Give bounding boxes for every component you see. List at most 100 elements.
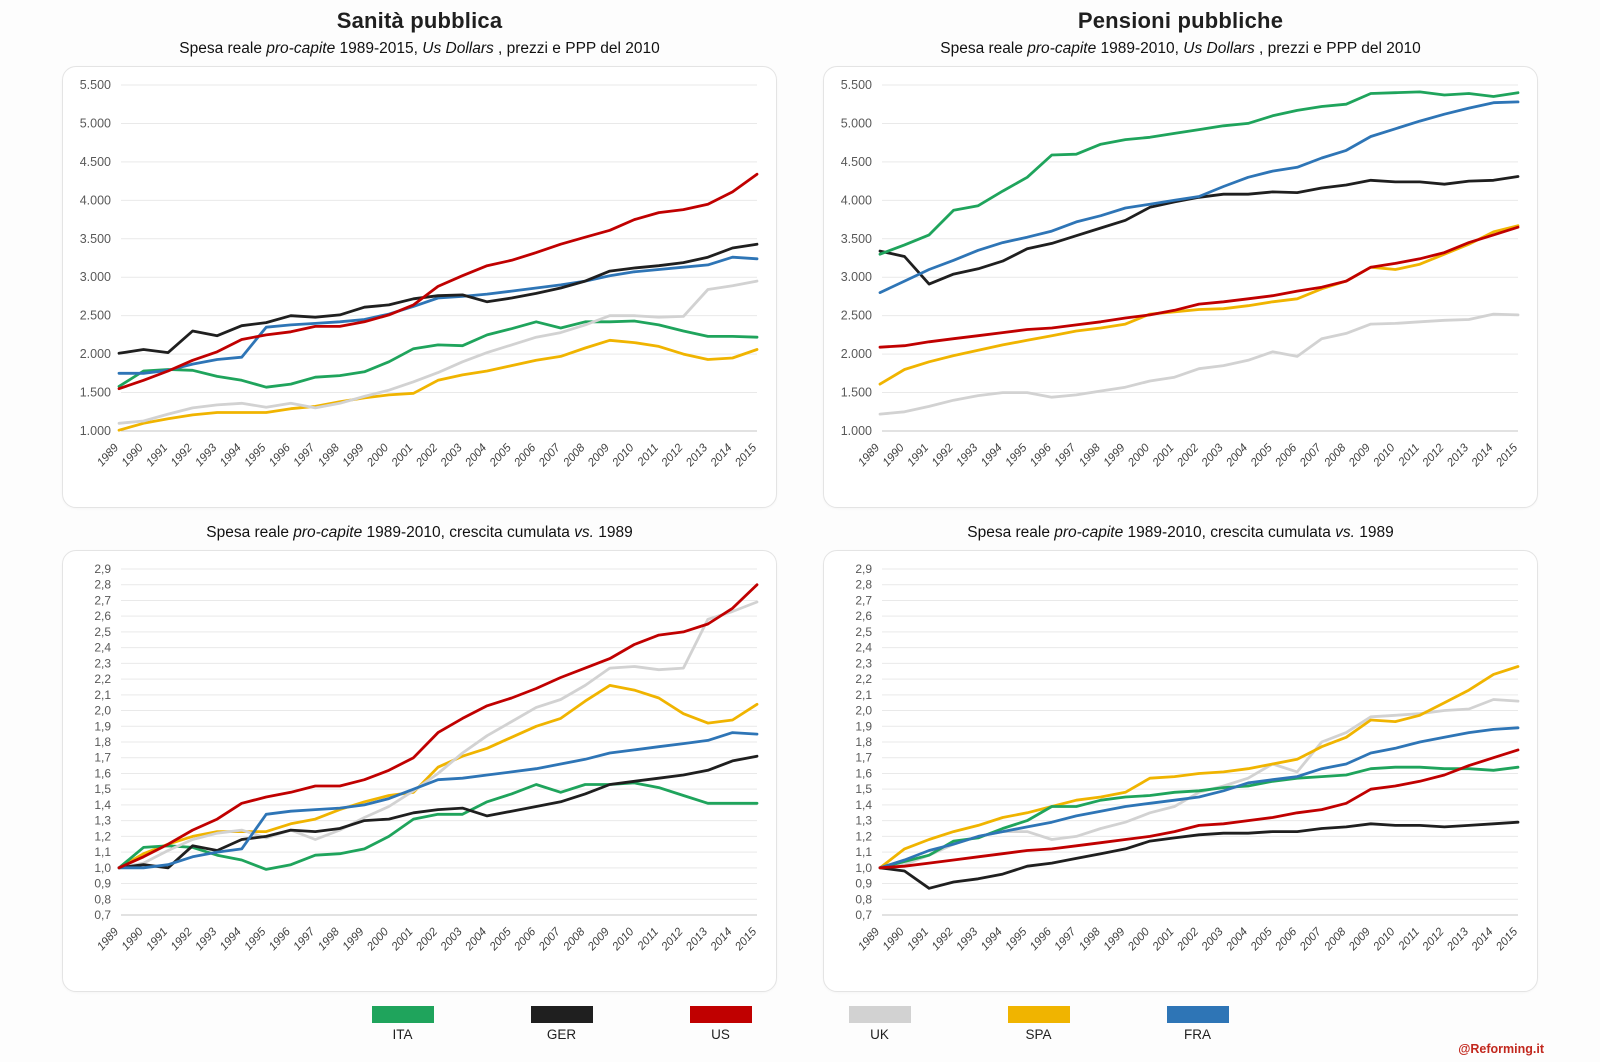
x-tick-label: 2004 (463, 926, 490, 954)
chart-subtitle-pensioni-crescita: Spesa reale pro-capite 1989-2010, cresci… (823, 508, 1538, 550)
x-tick-label: 2009 (585, 442, 612, 470)
y-tick-label: 2,6 (94, 609, 111, 623)
x-tick-label: 1998 (316, 442, 342, 469)
series-line-fra (878, 100, 1520, 295)
x-tick-label: 1995 (1003, 926, 1029, 953)
y-tick-label: 2,5 (94, 625, 111, 639)
chart-panel-sanita-crescita: 0,7 0,8 0,9 1,0 1,1 1,2 1,3 1,4 1,5 1,6 1,7 1,8 1,9 2… (62, 550, 777, 992)
y-tick-label: 1,8 (855, 735, 872, 749)
x-tick-label: 1993 (193, 926, 219, 953)
legend-swatch-spa (1007, 1006, 1070, 1023)
y-tick-label: 1,7 (94, 751, 111, 765)
subtitle-fragment: 1989-2010, crescita cumulata (362, 524, 575, 541)
y-tick-label: 5.500 (841, 78, 872, 92)
x-tick-label: 1998 (1077, 442, 1103, 469)
x-tick-label: 1992 (930, 442, 956, 469)
y-tick-label: 2,9 (94, 562, 111, 576)
y-tick-label: 2,1 (855, 688, 872, 702)
x-tick-label: 1999 (341, 442, 367, 469)
x-tick-label: 2015 (1494, 442, 1521, 470)
chart-subtitle-pensioni-livelli: Spesa reale pro-capite 1989-2010, Us Dol… (823, 38, 1538, 66)
y-tick-label: 2,9 (855, 562, 872, 576)
y-tick-label: 3.000 (80, 270, 111, 284)
x-tick-label: 2006 (512, 442, 539, 470)
x-tick-label: 1998 (1077, 926, 1103, 953)
x-tick-label: 2006 (1273, 926, 1300, 954)
chart-panel-pensioni-crescita: 0,7 0,8 0,9 1,0 1,1 1,2 1,3 1,4 1,5 1,6 1,7 1,8 1,9 2… (823, 550, 1538, 992)
chart-panel-sanita-livelli: 1.000 1.500 2.000 2.500 3.000 3.500 4.000 4.500… (62, 66, 777, 508)
y-tick-label: 1.500 (841, 386, 872, 400)
y-tick-label: 0,7 (855, 908, 872, 922)
legend-item-ita: ITA (371, 1006, 434, 1042)
x-tick-label: 1993 (193, 442, 219, 469)
x-tick-label: 1989 (856, 926, 882, 953)
x-tick-label: 2014 (708, 442, 735, 470)
y-tick-label: 2,5 (855, 625, 872, 639)
x-tick-label: 2005 (487, 442, 514, 470)
x-tick-label: 2001 (389, 442, 416, 470)
series-line-fra (878, 726, 1520, 870)
x-tick-label: 1990 (881, 926, 907, 953)
x-tick-label: 1992 (169, 926, 195, 953)
series-line-us (117, 172, 759, 391)
series-line-ger (117, 754, 759, 870)
x-tick-label: 2006 (1273, 442, 1300, 470)
x-tick-label: 2010 (1371, 442, 1398, 470)
x-tick-label: 1993 (954, 926, 980, 953)
x-tick-label: 2007 (1297, 926, 1324, 954)
y-tick-label: 1,1 (855, 845, 872, 859)
x-tick-label: 2015 (1494, 926, 1521, 954)
y-tick-label: 0,9 (94, 877, 111, 891)
x-tick-label: 2014 (1469, 442, 1496, 470)
x-tick-label: 2014 (708, 926, 735, 954)
column-title-sanita: Sanità pubblica (336, 8, 503, 33)
y-tick-label: 1,3 (855, 814, 872, 828)
legend-swatch-uk (848, 1006, 911, 1023)
y-tick-label: 3.000 (841, 270, 872, 284)
x-tick-label: 2007 (1297, 442, 1324, 470)
subtitle-fragment: pro-capite (1027, 40, 1097, 57)
x-tick-label: 1995 (242, 926, 268, 953)
y-tick-label: 1,4 (94, 798, 111, 812)
legend-swatch-ita (371, 1006, 434, 1023)
x-tick-label: 1990 (120, 926, 146, 953)
x-tick-label: 1995 (1003, 442, 1029, 469)
line-chart-pensioni-crescita: 0,70,80,91,01,11,21,31,41,51,61,71,81,92… (855, 562, 1521, 954)
x-tick-label: 2008 (561, 442, 588, 470)
subtitle-fragment: Us Dollars (1183, 40, 1255, 57)
x-tick-label: 2002 (414, 442, 441, 470)
y-tick-label: 0,8 (855, 892, 872, 906)
x-tick-label: 2013 (683, 442, 710, 470)
subtitle-fragment: Spesa reale (967, 524, 1055, 541)
subtitle-fragment: Spesa reale (940, 40, 1028, 57)
y-tick-label: 4.000 (841, 193, 872, 207)
y-tick-label: 2,3 (94, 656, 111, 670)
x-tick-label: 2013 (683, 926, 710, 954)
x-tick-label: 1996 (267, 442, 293, 469)
y-tick-label: 5.500 (80, 78, 111, 92)
y-tick-label: 4.500 (841, 155, 872, 169)
line-chart-sanita-crescita: 0,70,80,91,01,11,21,31,41,51,61,71,81,92… (94, 562, 759, 954)
series-line-ger (878, 175, 1520, 286)
x-tick-label: 2012 (1420, 442, 1447, 470)
x-tick-label: 2012 (1420, 926, 1447, 954)
y-tick-label: 2,2 (855, 672, 872, 686)
x-tick-label: 1992 (169, 442, 195, 469)
subtitle-fragment: , prezzi e PPP del 2010 (1254, 40, 1421, 57)
series-line-spa (878, 224, 1520, 386)
subtitle-fragment: vs. (574, 524, 594, 541)
subtitle-fragment: Spesa reale (179, 40, 267, 57)
x-tick-label: 2003 (1199, 926, 1226, 954)
y-tick-label: 1.500 (80, 386, 111, 400)
watermark: @Reforming.it (1458, 1042, 1544, 1056)
series-line-spa (878, 665, 1520, 870)
y-tick-label: 5.000 (80, 116, 111, 130)
y-tick-label: 2,3 (855, 656, 872, 670)
legend-label: GER (546, 1027, 577, 1042)
subtitle-fragment: pro-capite (1054, 524, 1124, 541)
subtitle-fragment: 1989-2010, crescita cumulata (1123, 524, 1336, 541)
x-tick-label: 2001 (1150, 442, 1177, 470)
x-tick-label: 1997 (1052, 926, 1078, 953)
y-tick-label: 2,0 (855, 704, 872, 718)
x-tick-label: 1993 (954, 442, 980, 469)
